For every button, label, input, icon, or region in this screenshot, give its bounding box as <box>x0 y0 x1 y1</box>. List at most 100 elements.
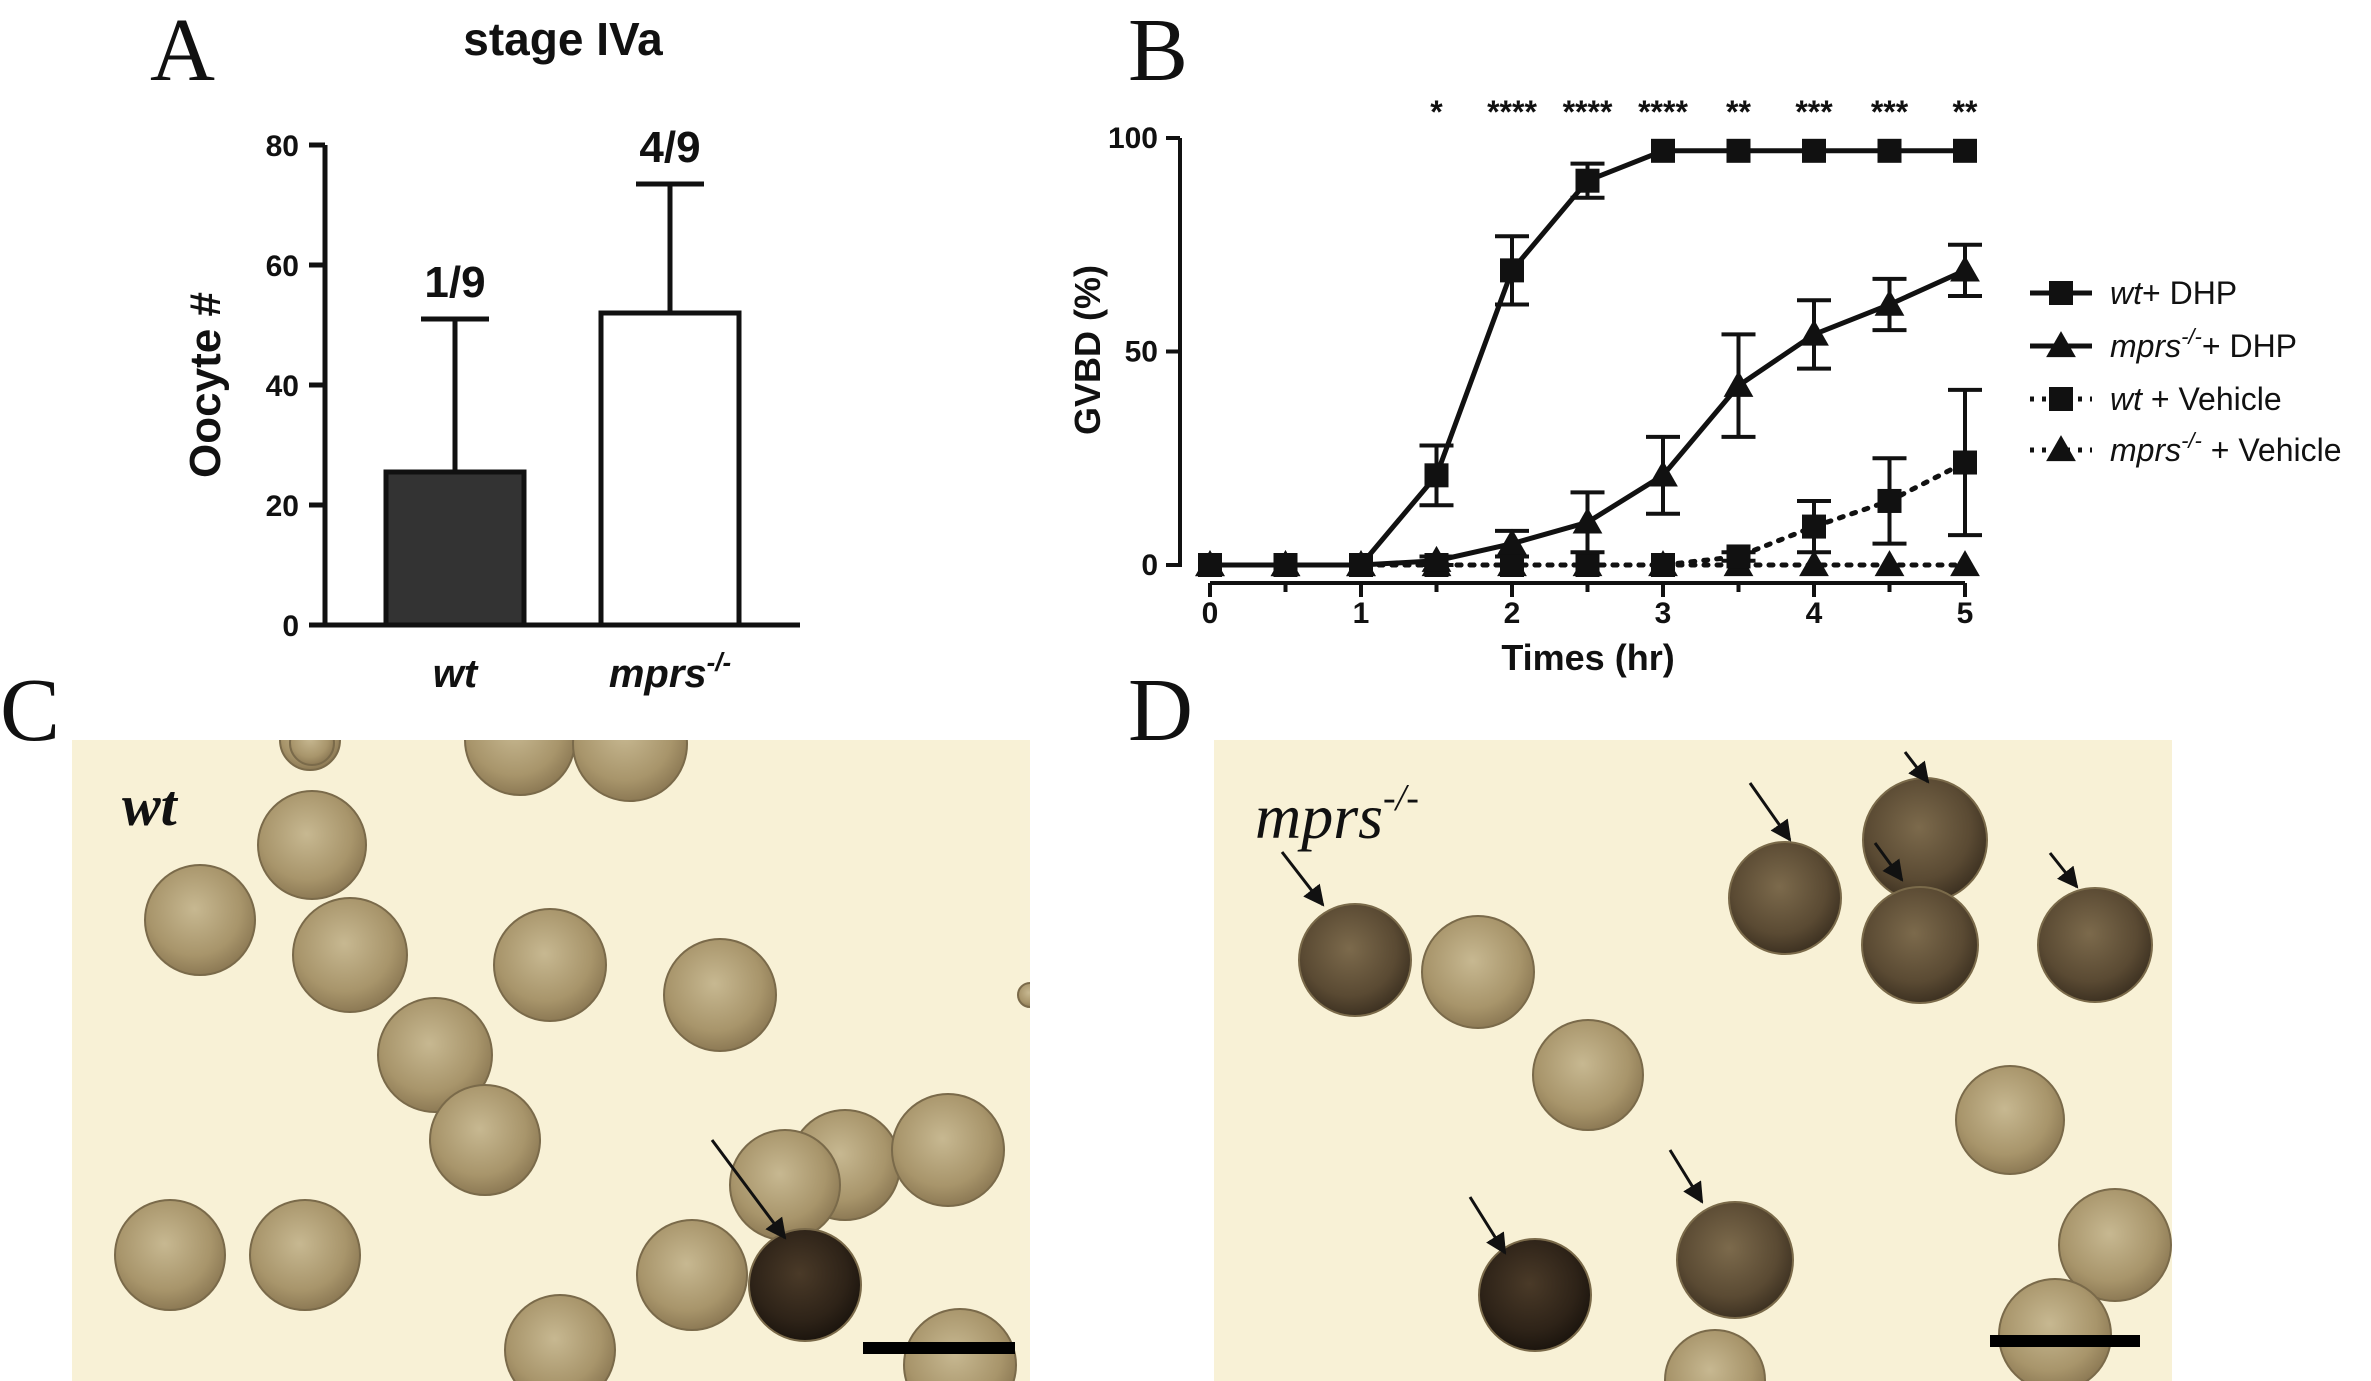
bar-value-label: 4/9 <box>639 123 700 172</box>
data-point-triangle <box>2046 331 2076 358</box>
significance-label: ** <box>1953 94 1978 130</box>
micrograph-label-mprs: mprs-/- <box>1255 777 1419 852</box>
oocyte <box>1298 903 1412 1017</box>
oocyte <box>257 790 367 900</box>
oocyte <box>464 740 576 796</box>
legend-item: mprs-/-+ DHP <box>2030 324 2297 364</box>
panel-label-d: D <box>1128 661 1193 760</box>
arrow-indicator <box>1903 751 1930 784</box>
significance-label: *** <box>1871 94 1909 130</box>
micrograph-label-wt: wt <box>122 773 179 838</box>
panel-label-b: B <box>1128 1 1188 100</box>
micrograph-mprs <box>1214 740 2172 1381</box>
significance-label: **** <box>1487 94 1537 130</box>
significance-label: ** <box>1726 94 1751 130</box>
arrow-indicator <box>1748 782 1792 842</box>
oocyte <box>249 1199 361 1311</box>
oocyte <box>891 1093 1005 1207</box>
oocyte <box>429 1084 541 1196</box>
x-tick-label: 2 <box>1504 597 1521 630</box>
x-tick-label: 3 <box>1655 597 1672 630</box>
data-point-triangle <box>1950 550 1980 577</box>
oocyte <box>1862 777 1988 903</box>
data-point-square <box>2049 281 2073 305</box>
x-tick-label: 4 <box>1806 597 1823 630</box>
data-point-square <box>1500 258 1524 283</box>
data-point-square <box>1273 553 1298 577</box>
bar-value-label: 1/9 <box>424 258 485 307</box>
oocyte <box>1955 1065 2065 1175</box>
data-point-square <box>1877 138 1902 163</box>
y-tick-label: 40 <box>266 370 299 403</box>
data-point-square <box>1726 138 1751 163</box>
data-point-triangle <box>1950 255 1980 282</box>
data-point-triangle <box>2046 435 2076 462</box>
legend-item: wt + Vehicle <box>2030 381 2282 417</box>
oocyte <box>292 897 408 1013</box>
y-axis-title: Oocyte # <box>181 292 230 478</box>
data-point-triangle <box>1497 528 1527 555</box>
oocyte <box>114 1199 226 1311</box>
dark-oocyte <box>1478 1238 1592 1352</box>
y-tick-label: 0 <box>282 610 299 643</box>
legend-label: wt + Vehicle <box>2110 381 2282 417</box>
arrow-indicator <box>1468 1196 1507 1255</box>
scale-bar <box>863 1342 1015 1354</box>
data-point-triangle <box>1799 319 1829 346</box>
y-axis-title: GVBD (%) <box>1067 265 1108 435</box>
oocyte <box>2058 1188 2172 1302</box>
y-tick-label: 50 <box>1125 336 1158 369</box>
data-point-triangle <box>1874 550 1905 577</box>
arrow-indicator <box>1668 1149 1704 1204</box>
data-point-triangle <box>1874 289 1905 316</box>
bar-mprs <box>598 310 742 628</box>
data-point-square <box>1651 138 1675 163</box>
oocyte <box>493 908 607 1022</box>
arrow-indicator <box>1873 842 1904 882</box>
x-tick-label: 0 <box>1202 597 1219 630</box>
series-wt-square-solid <box>1198 138 1977 577</box>
oocyte <box>1421 915 1535 1029</box>
x-tick-label: 1 <box>1353 597 1370 630</box>
micrograph-wt <box>72 740 1030 1381</box>
oocyte <box>663 938 777 1052</box>
data-point-square <box>1877 488 1902 513</box>
y-tick-label: 100 <box>1108 122 1158 155</box>
y-tick-label: 80 <box>266 130 299 163</box>
oocyte <box>504 1294 616 1381</box>
series-wt-square-dotted <box>1198 387 1982 577</box>
oocyte <box>1676 1201 1794 1319</box>
panel-label-c: C <box>0 661 60 760</box>
chart-title: stage IVa <box>463 13 663 65</box>
legend-item: wt+ DHP <box>2030 275 2237 311</box>
legend-item: mprs-/- + Vehicle <box>2030 428 2342 468</box>
data-point-square <box>1575 168 1600 193</box>
oocyte <box>2037 887 2153 1003</box>
arrow-indicator <box>710 1139 787 1240</box>
legend-label: mprs-/- + Vehicle <box>2110 428 2342 468</box>
panel-label-a: A <box>150 1 215 100</box>
data-point-square <box>1349 553 1373 577</box>
oocyte-group <box>114 740 1030 1381</box>
oocyte <box>1861 886 1979 1004</box>
dark-oocyte <box>748 1228 862 1342</box>
oocyte-group <box>1298 777 2172 1381</box>
data-point-triangle <box>1421 545 1452 572</box>
data-point-square <box>1953 138 1977 163</box>
significance-label: * <box>1430 94 1443 130</box>
oocyte <box>144 864 256 976</box>
significance-label: *** <box>1795 94 1833 130</box>
y-tick-label: 60 <box>266 250 299 283</box>
oocyte <box>636 1219 748 1331</box>
legend: wt+ DHP mprs-/-+ DHP wt + Vehicle mprs-/- +… <box>2030 275 2342 468</box>
significance-label: **** <box>1563 94 1613 130</box>
arrow-indicator <box>2048 852 2079 889</box>
data-point-square <box>1953 450 1977 475</box>
oocyte <box>1017 982 1030 1008</box>
oocyte <box>572 740 688 802</box>
y-tick-label: 20 <box>266 490 299 523</box>
oocyte <box>1728 841 1842 955</box>
significance-label: **** <box>1638 94 1688 130</box>
data-point-square <box>1424 463 1449 488</box>
